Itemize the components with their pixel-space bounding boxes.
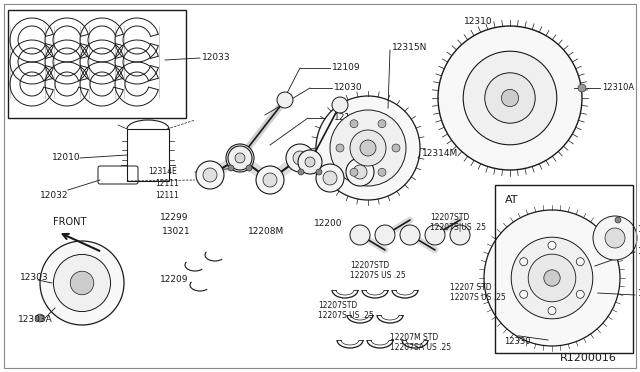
Circle shape <box>520 258 528 266</box>
Circle shape <box>226 144 254 172</box>
Circle shape <box>350 130 386 166</box>
Circle shape <box>332 97 348 113</box>
Text: 12208M: 12208M <box>248 228 284 237</box>
Circle shape <box>511 237 593 319</box>
Text: 12207 STD: 12207 STD <box>450 283 492 292</box>
Circle shape <box>378 168 386 176</box>
Text: 12299: 12299 <box>160 214 189 222</box>
Circle shape <box>350 225 370 245</box>
Text: 12315N: 12315N <box>392 44 428 52</box>
Circle shape <box>501 89 518 107</box>
Circle shape <box>277 92 293 108</box>
Circle shape <box>544 270 560 286</box>
Circle shape <box>375 225 395 245</box>
Circle shape <box>54 254 111 312</box>
Text: AT: AT <box>505 195 518 205</box>
Text: 12314E: 12314E <box>148 167 177 176</box>
Circle shape <box>576 290 584 298</box>
Text: 12109: 12109 <box>332 64 360 73</box>
Text: 12207STD: 12207STD <box>350 260 389 269</box>
Text: 12207STD: 12207STD <box>430 214 469 222</box>
Text: 12200: 12200 <box>314 219 342 228</box>
Circle shape <box>286 144 314 172</box>
Text: 12331: 12331 <box>637 289 640 298</box>
Text: 12207S US .25: 12207S US .25 <box>350 270 406 279</box>
Circle shape <box>36 314 44 322</box>
Text: 12310A: 12310A <box>602 83 634 93</box>
Circle shape <box>196 161 224 189</box>
Text: 12314M: 12314M <box>422 150 458 158</box>
Text: 12033: 12033 <box>202 54 230 62</box>
Text: 12207SA US .25: 12207SA US .25 <box>390 343 451 353</box>
Circle shape <box>438 26 582 170</box>
Circle shape <box>350 120 358 128</box>
Text: 12010: 12010 <box>52 154 81 163</box>
Circle shape <box>520 290 528 298</box>
Text: 12207S US .25: 12207S US .25 <box>318 311 374 320</box>
Text: 12111: 12111 <box>155 190 179 199</box>
Circle shape <box>392 144 400 152</box>
Text: 12303: 12303 <box>20 273 49 282</box>
Circle shape <box>40 241 124 325</box>
Text: 12032: 12032 <box>40 190 68 199</box>
Circle shape <box>298 169 304 175</box>
Text: 12100: 12100 <box>334 113 363 122</box>
Circle shape <box>228 146 252 170</box>
Circle shape <box>576 258 584 266</box>
Circle shape <box>70 271 94 295</box>
Text: 13021: 13021 <box>162 228 191 237</box>
Circle shape <box>353 165 367 179</box>
Circle shape <box>323 171 337 185</box>
Circle shape <box>548 307 556 315</box>
Circle shape <box>615 217 621 223</box>
Text: 12207STD: 12207STD <box>318 301 357 310</box>
Text: 12333: 12333 <box>637 247 640 256</box>
Circle shape <box>360 140 376 156</box>
Circle shape <box>484 210 620 346</box>
Text: 12030: 12030 <box>334 83 363 93</box>
Circle shape <box>293 151 307 165</box>
Circle shape <box>305 157 315 167</box>
Circle shape <box>263 173 277 187</box>
Circle shape <box>350 168 358 176</box>
Circle shape <box>228 165 234 171</box>
Circle shape <box>378 120 386 128</box>
Circle shape <box>256 166 284 194</box>
Circle shape <box>298 150 322 174</box>
Circle shape <box>485 73 535 123</box>
Bar <box>127 129 169 181</box>
Circle shape <box>425 225 445 245</box>
Text: R1200016: R1200016 <box>560 353 617 363</box>
Circle shape <box>336 144 344 152</box>
Circle shape <box>463 51 557 145</box>
Circle shape <box>203 168 217 182</box>
Text: 12111: 12111 <box>155 179 179 187</box>
Circle shape <box>316 96 420 200</box>
Circle shape <box>235 153 245 163</box>
Bar <box>8 10 186 118</box>
Bar <box>495 185 633 353</box>
Circle shape <box>593 216 637 260</box>
Circle shape <box>346 158 374 186</box>
Circle shape <box>548 241 556 249</box>
Circle shape <box>246 165 252 171</box>
Circle shape <box>450 225 470 245</box>
Circle shape <box>400 225 420 245</box>
Circle shape <box>330 110 406 186</box>
Text: FRONT: FRONT <box>53 217 86 227</box>
Text: 12207M STD: 12207M STD <box>390 334 438 343</box>
Circle shape <box>605 228 625 248</box>
Text: 12330: 12330 <box>504 337 531 346</box>
Circle shape <box>578 84 586 92</box>
Text: 12209: 12209 <box>160 276 189 285</box>
Text: 12207S|US .25: 12207S|US .25 <box>430 224 486 232</box>
Text: 12310: 12310 <box>464 17 493 26</box>
Text: 12207S US .25: 12207S US .25 <box>450 294 506 302</box>
Circle shape <box>528 254 576 302</box>
Circle shape <box>233 151 247 165</box>
Text: 12303A: 12303A <box>18 315 52 324</box>
Text: 12310A: 12310A <box>637 224 640 234</box>
Circle shape <box>316 164 344 192</box>
Circle shape <box>316 169 322 175</box>
